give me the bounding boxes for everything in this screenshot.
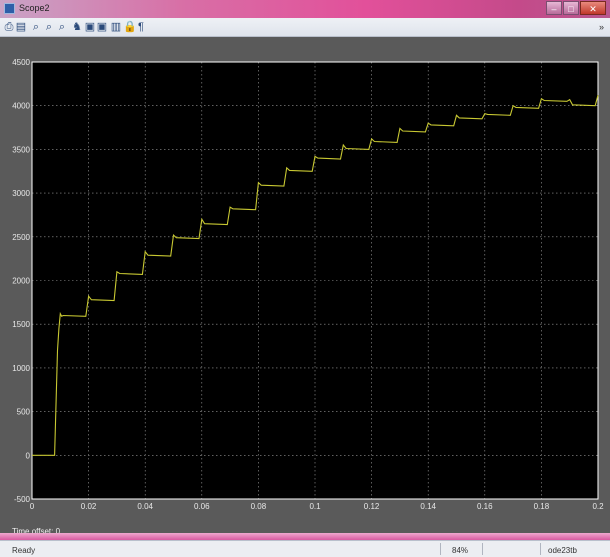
- status-divider: [482, 543, 483, 555]
- scope-chart[interactable]: 0 0.02 0.04 0.06 0.08 0.1 0.12 0.14 0.16 0.18 0.2 -…: [0, 37, 610, 529]
- x-tick-label: 0.18: [534, 502, 550, 511]
- minimize-button[interactable]: –: [546, 1, 562, 15]
- y-tick-label: 500: [17, 408, 31, 417]
- lock-icon[interactable]: 🔒: [123, 21, 137, 33]
- x-tick-label: 0: [30, 502, 35, 511]
- status-divider: [540, 543, 541, 555]
- y-tick-label: 3000: [12, 189, 30, 198]
- x-tick-label: 0.08: [251, 502, 267, 511]
- y-tick-label: 4500: [12, 58, 30, 67]
- y-tick-label: 2000: [12, 277, 30, 286]
- x-tick-label: 0.16: [477, 502, 493, 511]
- restore-axes-icon[interactable]: ▣: [96, 21, 108, 33]
- print-icon[interactable]: ⎙: [4, 21, 14, 33]
- x-tick-label: 0.02: [81, 502, 97, 511]
- maximize-button[interactable]: □: [563, 1, 579, 15]
- zoom-x-icon[interactable]: ⌕: [45, 21, 53, 33]
- y-tick-label: 0: [26, 451, 31, 460]
- save-axes-icon[interactable]: ▣: [84, 21, 96, 33]
- y-tick-label: 1500: [12, 320, 30, 329]
- scope-app-icon: [4, 3, 15, 14]
- status-divider: [440, 543, 441, 555]
- window-title: Scope2: [19, 3, 50, 13]
- x-tick-label: 0.2: [592, 502, 604, 511]
- y-tick-label: 2500: [12, 233, 30, 242]
- zoom-icon[interactable]: ⌕: [32, 21, 40, 33]
- toolbar: » ⎙ ▤ ⌕ ⌕ ⌕ ♞ ▣ ▣ ▥ 🔒 ¶: [0, 18, 610, 37]
- status-zoom: 84%: [452, 546, 469, 555]
- time-offset-label: Time offset: 0: [12, 527, 61, 536]
- x-tick-label: 0.12: [364, 502, 380, 511]
- floating-scope-icon[interactable]: ▥: [110, 21, 122, 33]
- x-tick-label: 0.06: [194, 502, 210, 511]
- decorative-bar: [0, 533, 610, 540]
- autoscale-icon[interactable]: ♞: [72, 21, 82, 33]
- y-tick-label: 4000: [12, 102, 30, 111]
- x-tick-label: 0.1: [309, 502, 321, 511]
- signal-selection-icon[interactable]: ¶: [138, 21, 144, 33]
- toolbar-overflow-icon[interactable]: »: [598, 22, 604, 32]
- plot-border: [31, 61, 599, 500]
- y-tick-label: 3500: [12, 145, 30, 154]
- scope-plot-area[interactable]: 0 0.02 0.04 0.06 0.08 0.1 0.12 0.14 0.16 0.18 0.2 -…: [0, 37, 610, 529]
- y-tick-label: -500: [14, 495, 31, 504]
- status-ready: Ready: [12, 546, 36, 555]
- close-button[interactable]: ✕: [580, 1, 606, 15]
- title-bar[interactable]: Scope2 – □ ✕: [0, 0, 610, 18]
- status-bar: Ready 84% ode23tb: [0, 540, 610, 557]
- y-tick-label: 1000: [12, 364, 30, 373]
- status-solver: ode23tb: [548, 546, 577, 555]
- zoom-y-icon[interactable]: ⌕: [58, 21, 66, 33]
- x-tick-label: 0.14: [420, 502, 436, 511]
- signal-line: [32, 95, 599, 456]
- x-tick-label: 0.04: [137, 502, 153, 511]
- parameters-icon[interactable]: ▤: [15, 21, 27, 33]
